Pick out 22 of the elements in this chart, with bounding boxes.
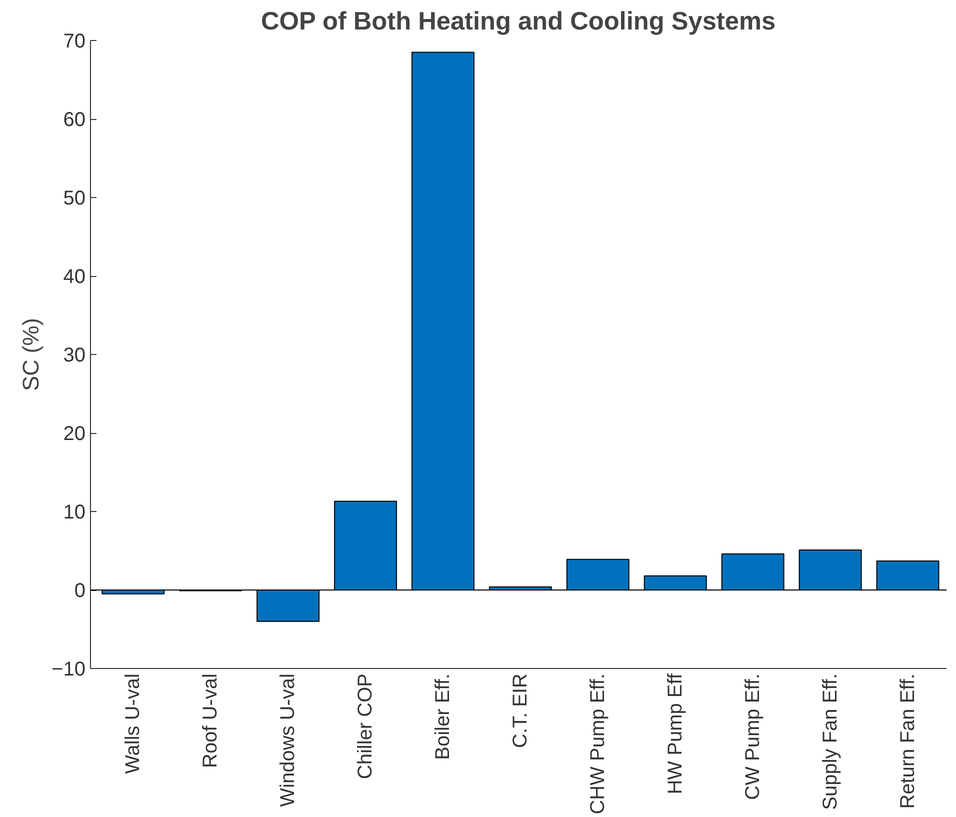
x-tick-label: Supply Fan Eff. [819, 673, 842, 810]
y-tick-label: 50 [63, 188, 86, 210]
x-tick-label: C.T. EIR [509, 674, 532, 748]
x-tick-label: Chiller COP [354, 674, 377, 780]
x-tick-label: Walls U-val [122, 673, 144, 774]
y-tick-label: 70 [63, 30, 86, 52]
chart-title: COP of Both Heating and Cooling Systems [260, 8, 776, 36]
x-tick-label: Boiler Eff. [432, 673, 454, 760]
y-tick-label: 30 [63, 344, 86, 366]
y-tick-label: 10 [63, 502, 86, 524]
x-tick-label: Windows U-val [277, 674, 300, 807]
x-tick-label: Roof U-val [200, 673, 222, 768]
y-tick-label: 20 [63, 423, 86, 445]
x-tick-label: CHW Pump Eff. [586, 673, 609, 814]
y-tick-label: 60 [63, 109, 86, 131]
y-tick-label: 0 [74, 580, 86, 602]
x-tick-label: CW Pump Eff. [742, 674, 764, 800]
y-tick-label: 40 [63, 266, 86, 288]
y-tick-label: −10 [52, 658, 86, 680]
x-tick-label: Return Fan Eff. [896, 673, 919, 809]
x-tick-label: HW Pump Eff [664, 673, 686, 794]
y-axis-title: SC (%) [18, 318, 44, 391]
